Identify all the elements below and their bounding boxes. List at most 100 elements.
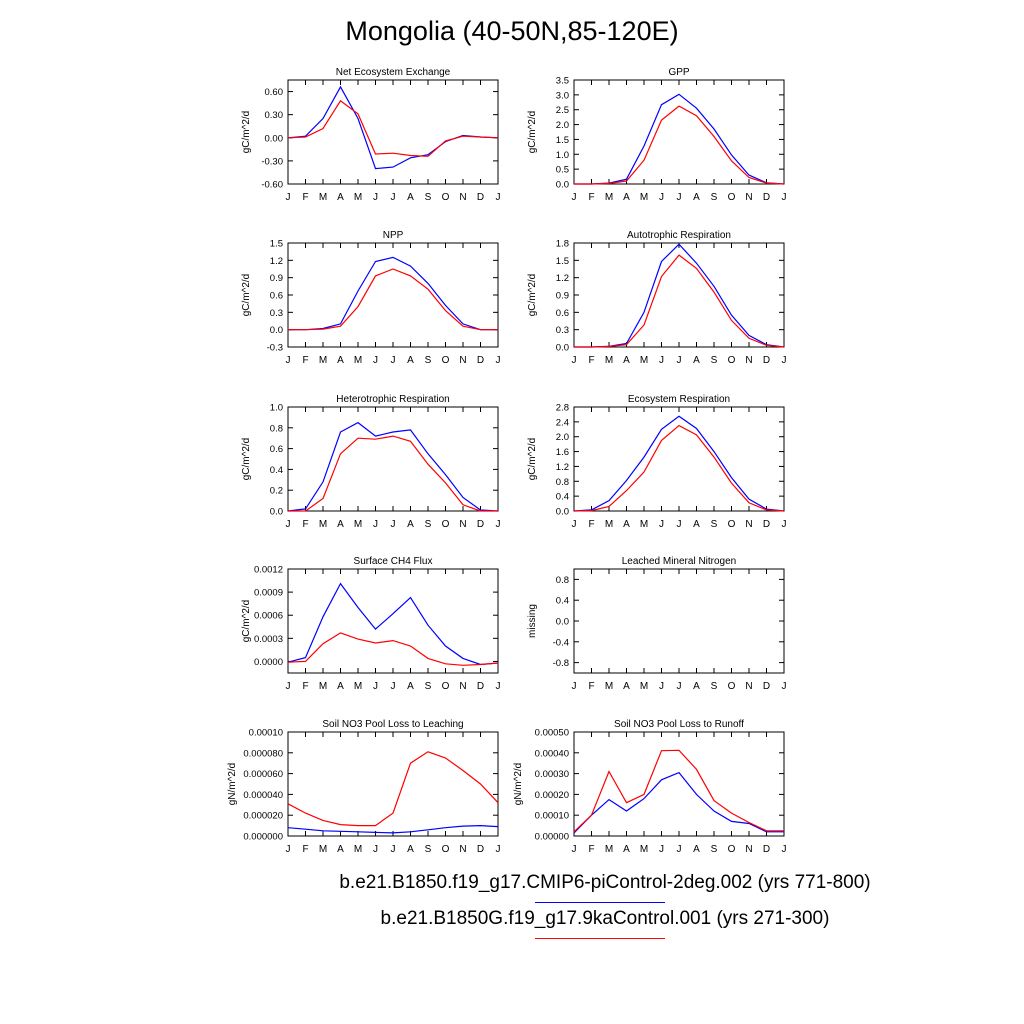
y-tick-label: 0.00030 bbox=[535, 769, 569, 780]
y-tick-label: 0.6 bbox=[270, 291, 283, 302]
y-tick-label: 0.6 bbox=[556, 308, 569, 319]
y-tick-label: 0.00050 bbox=[535, 728, 569, 739]
x-tick-label: N bbox=[459, 519, 466, 530]
x-tick-label: J bbox=[659, 192, 664, 203]
x-tick-label: A bbox=[623, 519, 630, 530]
y-tick-label: 1.5 bbox=[556, 135, 569, 146]
x-tick-label: J bbox=[659, 844, 664, 855]
x-tick-label: A bbox=[693, 844, 700, 855]
y-tick-label: 0.30 bbox=[265, 110, 284, 121]
x-tick-label: S bbox=[711, 681, 718, 692]
x-tick-label: A bbox=[693, 519, 700, 530]
y-axis-label: gC/m^2/d bbox=[527, 438, 538, 481]
y-tick-label: 0.9 bbox=[270, 273, 283, 284]
series-line-0 bbox=[287, 85, 499, 170]
panel-title: Leached Mineral Nitrogen bbox=[622, 556, 737, 567]
x-tick-label: J bbox=[391, 192, 396, 203]
panel-frame bbox=[573, 731, 785, 837]
panel-frame bbox=[573, 242, 785, 348]
x-tick-label: A bbox=[623, 192, 630, 203]
x-tick-label: N bbox=[745, 519, 752, 530]
series-line-1 bbox=[287, 751, 499, 827]
y-tick-label: 0.4 bbox=[270, 465, 283, 476]
x-tick-label: J bbox=[572, 192, 577, 203]
x-tick-label: S bbox=[425, 519, 432, 530]
x-tick-label: S bbox=[711, 355, 718, 366]
x-tick-label: D bbox=[763, 844, 770, 855]
y-tick-label: 0.0000 bbox=[254, 657, 283, 668]
y-axis-label: gC/m^2/d bbox=[241, 274, 252, 317]
y-tick-label: 1.2 bbox=[556, 462, 569, 473]
series-line-1 bbox=[288, 268, 498, 331]
panel-frame bbox=[287, 568, 499, 674]
panel-title: GPP bbox=[668, 67, 689, 78]
x-tick-label: N bbox=[459, 681, 466, 692]
x-tick-label: A bbox=[407, 192, 414, 203]
figure-title: Mongolia (40-50N,85-120E) bbox=[345, 16, 679, 46]
x-tick-label: A bbox=[693, 192, 700, 203]
x-tick-label: J bbox=[659, 355, 664, 366]
x-tick-label: J bbox=[391, 355, 396, 366]
y-tick-label: 3.5 bbox=[556, 76, 569, 87]
x-tick-label: N bbox=[745, 355, 752, 366]
x-tick-label: M bbox=[640, 519, 648, 530]
panel-title: Autotrophic Respiration bbox=[627, 230, 731, 241]
x-tick-label: J bbox=[286, 681, 291, 692]
x-tick-label: F bbox=[302, 844, 308, 855]
y-tick-label: 1.0 bbox=[556, 150, 569, 161]
y-tick-label: 2.0 bbox=[556, 432, 569, 443]
y-tick-label: 0.00040 bbox=[535, 748, 569, 759]
y-tick-label: -0.8 bbox=[553, 658, 569, 669]
y-tick-label: 0.6 bbox=[270, 444, 283, 455]
x-tick-label: F bbox=[588, 681, 594, 692]
x-tick-label: F bbox=[588, 519, 594, 530]
x-tick-label: J bbox=[496, 681, 501, 692]
x-tick-label: A bbox=[337, 844, 344, 855]
x-tick-label: A bbox=[623, 844, 630, 855]
y-tick-label: 0.0 bbox=[556, 617, 569, 628]
y-axis-label: gC/m^2/d bbox=[241, 438, 252, 481]
panel-title: Soil NO3 Pool Loss to Runoff bbox=[614, 719, 744, 730]
series-line-0 bbox=[573, 771, 784, 834]
x-tick-label: A bbox=[407, 519, 414, 530]
y-tick-label: 2.8 bbox=[556, 403, 569, 414]
x-tick-label: J bbox=[782, 355, 787, 366]
series-line-1 bbox=[287, 632, 499, 666]
panel-title: NPP bbox=[383, 230, 404, 241]
x-tick-label: A bbox=[623, 681, 630, 692]
x-tick-label: D bbox=[477, 844, 484, 855]
x-tick-label: S bbox=[711, 192, 718, 203]
x-tick-label: A bbox=[407, 844, 414, 855]
x-tick-label: O bbox=[442, 681, 450, 692]
x-tick-label: O bbox=[728, 192, 736, 203]
series-line-1 bbox=[574, 105, 785, 185]
y-tick-label: 0.0 bbox=[556, 180, 569, 191]
x-tick-label: J bbox=[373, 681, 378, 692]
x-tick-label: N bbox=[459, 355, 466, 366]
y-tick-label: 0.8 bbox=[556, 477, 569, 488]
x-tick-label: M bbox=[640, 192, 648, 203]
x-tick-label: A bbox=[337, 519, 344, 530]
x-tick-label: N bbox=[459, 192, 466, 203]
x-tick-label: M bbox=[605, 355, 613, 366]
y-tick-label: 0.000060 bbox=[243, 769, 283, 780]
y-axis-label: gC/m^2/d bbox=[241, 600, 252, 643]
x-tick-label: J bbox=[572, 355, 577, 366]
x-tick-label: O bbox=[442, 844, 450, 855]
series-line-0 bbox=[288, 256, 498, 331]
y-tick-label: 0.0 bbox=[270, 325, 283, 336]
x-tick-label: F bbox=[302, 192, 308, 203]
x-tick-label: D bbox=[763, 192, 770, 203]
series-line-1 bbox=[287, 99, 499, 157]
y-tick-label: 0.00010 bbox=[249, 728, 283, 739]
panel-frame bbox=[287, 242, 499, 348]
x-tick-label: M bbox=[319, 519, 327, 530]
